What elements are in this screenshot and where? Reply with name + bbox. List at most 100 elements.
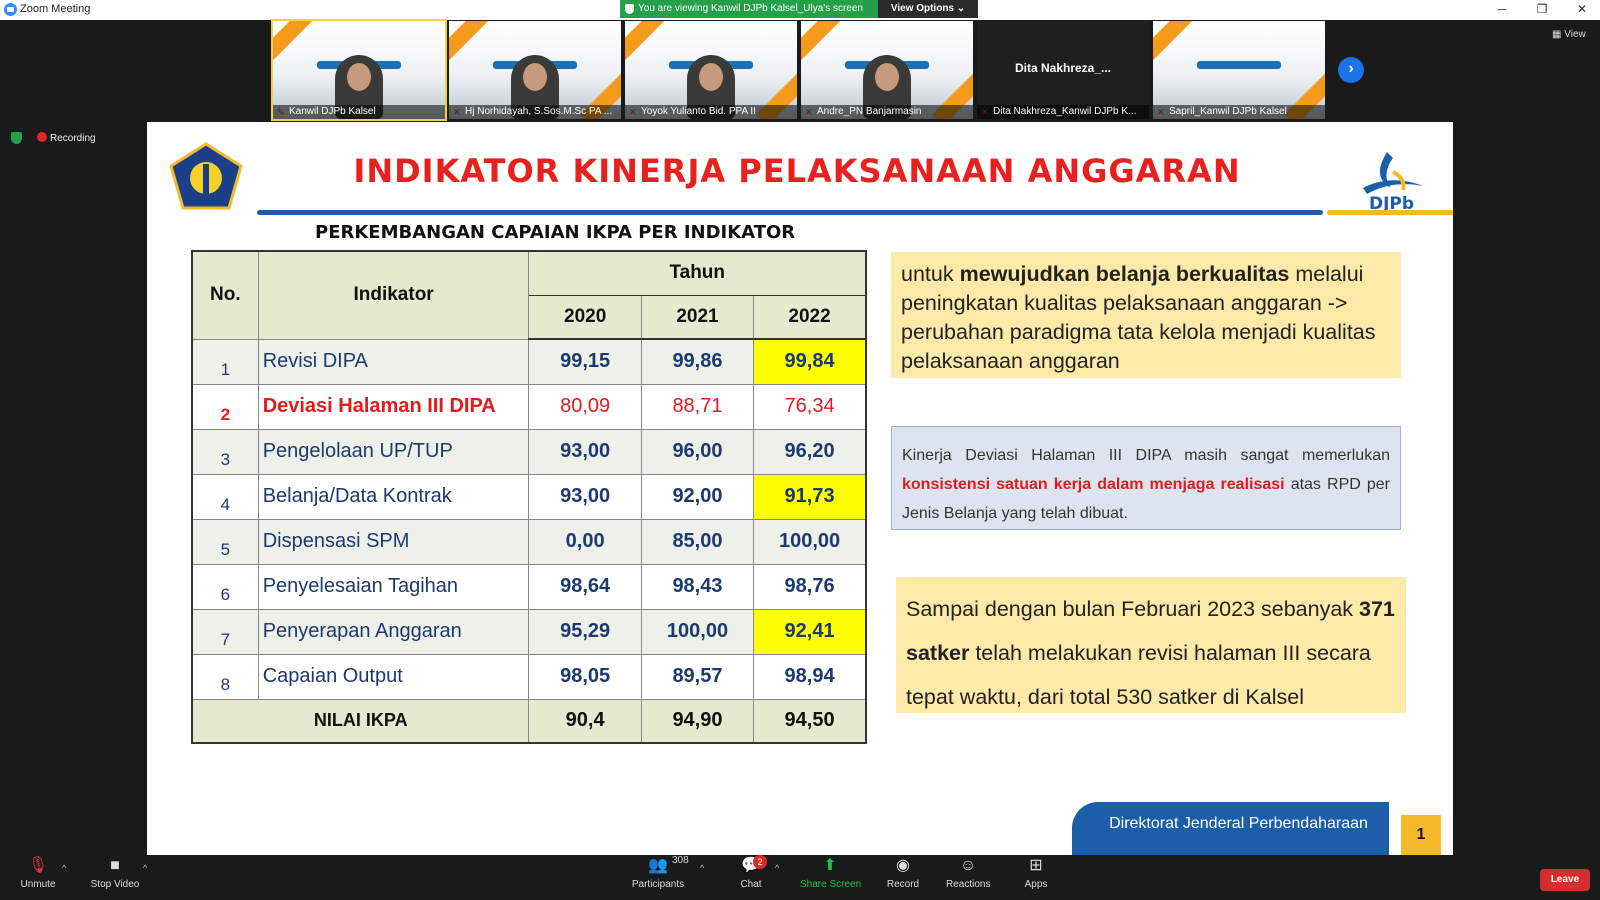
year-header: 2021: [640, 294, 755, 340]
stop-video-button[interactable]: ■ Stop Video: [88, 857, 142, 890]
slide-subtitle: PERKEMBANGAN CAPAIAN IKPA PER INDIKATOR: [315, 222, 796, 243]
participant-tile[interactable]: ✕ Yoyok Yulianto Bid. PPA II: [625, 21, 797, 119]
participants-icon: 👥: [648, 857, 668, 874]
share-screen-button[interactable]: ⬆ Share Screen: [800, 857, 862, 890]
djpb-logo-icon: [1363, 152, 1423, 194]
unmute-button[interactable]: 🎙 Unmute: [18, 857, 58, 890]
col-no-header: No.: [191, 250, 259, 340]
callout-box-quality: untuk mewujudkan belanja berkualitas mel…: [891, 252, 1401, 378]
row-value: 96,00: [640, 428, 755, 475]
ikpa-table: No. Indikator Tahun 2020 2021 2022 1 Rev…: [191, 250, 867, 744]
row-no: 1: [191, 338, 259, 385]
record-dot-icon: [37, 132, 47, 142]
audio-options-caret-icon[interactable]: ^: [62, 863, 67, 873]
participant-name: Andre_PN Banjarmasin: [801, 105, 973, 119]
share-screen-label: Share Screen: [800, 879, 862, 890]
row-value: 99,86: [640, 338, 755, 385]
record-button[interactable]: ◉ Record: [886, 857, 920, 890]
row-no: 5: [191, 518, 259, 565]
unmute-label: Unmute: [20, 879, 56, 890]
table-row: 1 Revisi DIPA 99,15 99,86 99,84: [191, 338, 867, 385]
participant-tile[interactable]: ✕ Sapril_Kanwil DJPb Kalsel: [1153, 21, 1325, 119]
callout-text: atas RPD per Jenis Belanja yang telah di…: [902, 476, 1391, 522]
participants-button[interactable]: 👥 Participants: [630, 857, 686, 890]
total-label: NILAI IKPA: [191, 698, 530, 744]
row-indikator: Deviasi Halaman III DIPA: [257, 383, 530, 430]
callout-text: telah melakukan revisi halaman III secar…: [906, 641, 1371, 709]
share-banner-text: You are viewing Kanwil DJPb Kalsel_Ulya'…: [638, 3, 863, 14]
row-value: 98,76: [753, 563, 867, 610]
view-options-button[interactable]: View Options ⌄: [878, 0, 978, 18]
callout-text: Kinerja Deviasi Halaman III DIPA masih s…: [902, 447, 1390, 464]
next-page-arrow-icon[interactable]: ›: [1338, 57, 1364, 83]
participant-tile[interactable]: ✎ Kanwil DJPb Kalsel: [271, 19, 447, 121]
apps-button[interactable]: ⊞ Apps: [1022, 857, 1050, 890]
participants-label: Participants: [631, 879, 685, 890]
video-options-caret-icon[interactable]: ^: [143, 863, 148, 873]
recording-indicator: Recording: [37, 132, 96, 144]
total-value: 94,50: [753, 698, 867, 744]
share-banner: You are viewing Kanwil DJPb Kalsel_Ulya'…: [620, 0, 878, 18]
row-no: 8: [191, 653, 259, 700]
leave-button[interactable]: Leave: [1540, 869, 1590, 891]
close-icon[interactable]: ✕: [1576, 2, 1588, 16]
row-indikator: Revisi DIPA: [257, 338, 530, 385]
record-icon: ◉: [896, 857, 910, 874]
year-header: 2022: [753, 294, 867, 340]
participant-tile[interactable]: ✕ Andre_PN Banjarmasin: [801, 21, 973, 119]
zoom-app-icon: [4, 3, 17, 16]
year-header: 2020: [528, 294, 642, 340]
row-value: 85,00: [640, 518, 755, 565]
row-indikator: Dispensasi SPM: [257, 518, 530, 565]
title-rule: [257, 210, 1323, 215]
row-indikator: Belanja/Data Kontrak: [257, 473, 530, 520]
row-value: 98,05: [528, 653, 642, 700]
callout-box-satker: Sampai dengan bulan Februari 2023 sebany…: [896, 577, 1406, 713]
participants-caret-icon[interactable]: ^: [700, 863, 705, 873]
table-row: 5 Dispensasi SPM 0,00 85,00 100,00: [191, 518, 867, 565]
row-value: 98,43: [640, 563, 755, 610]
row-no: 3: [191, 428, 259, 475]
view-button[interactable]: ▦ View: [1552, 29, 1586, 40]
window-title: Zoom Meeting: [20, 3, 91, 15]
total-row: NILAI IKPA 90,4 94,90 94,50: [191, 698, 867, 744]
slide-page-number: 1: [1401, 815, 1441, 855]
participant-name: Hj Norhidayah, S.Sos.M.Sc PA ...: [449, 105, 621, 119]
row-value: 92,00: [640, 473, 755, 520]
slide-title: INDIKATOR KINERJA PELAKSANAAN ANGGARAN: [353, 152, 1241, 190]
participant-center-name: Dita Nakhreza_...: [1014, 61, 1112, 75]
video-camera-icon: ■: [110, 857, 120, 874]
recording-label: Recording: [50, 133, 96, 144]
shared-slide: INDIKATOR KINERJA PELAKSANAAN ANGGARAN D…: [147, 122, 1453, 855]
view-button-label: View: [1564, 29, 1586, 40]
chat-label: Chat: [740, 879, 762, 890]
participants-count: 308: [672, 855, 689, 866]
row-indikator: Pengelolaan UP/TUP: [257, 428, 530, 475]
djpb-logo-text: DJPb: [1369, 194, 1415, 214]
security-shield-icon: [11, 132, 22, 144]
callout-box-deviasi: Kinerja Deviasi Halaman III DIPA masih s…: [891, 426, 1401, 530]
total-value: 94,90: [640, 698, 755, 744]
minimize-icon[interactable]: ─: [1497, 2, 1507, 16]
chat-badge: 2: [753, 855, 767, 869]
row-no: 2: [191, 383, 259, 430]
total-value: 90,4: [528, 698, 642, 744]
reactions-button[interactable]: ☺ Reactions: [946, 857, 990, 890]
row-value: 98,94: [753, 653, 867, 700]
row-value: 76,34: [753, 383, 867, 430]
row-no: 7: [191, 608, 259, 655]
maximize-icon[interactable]: ❐: [1536, 2, 1548, 16]
row-value-highlighted: 99,84: [753, 338, 867, 385]
callout-text: untuk: [901, 262, 960, 286]
participant-tile[interactable]: ✕ Hj Norhidayah, S.Sos.M.Sc PA ...: [449, 21, 621, 119]
row-value: 93,00: [528, 473, 642, 520]
share-screen-icon: ⬆: [823, 857, 837, 874]
row-no: 6: [191, 563, 259, 610]
row-indikator: Penyelesaian Tagihan: [257, 563, 530, 610]
row-value: 93,00: [528, 428, 642, 475]
col-indikator-header: Indikator: [257, 250, 530, 340]
row-value: 95,29: [528, 608, 642, 655]
chat-caret-icon[interactable]: ^: [775, 863, 780, 873]
participant-tile[interactable]: Dita Nakhreza_... ✕ Dita Nakhreza_Kanwil…: [977, 21, 1149, 119]
participant-name: Yoyok Yulianto Bid. PPA II: [625, 105, 797, 119]
